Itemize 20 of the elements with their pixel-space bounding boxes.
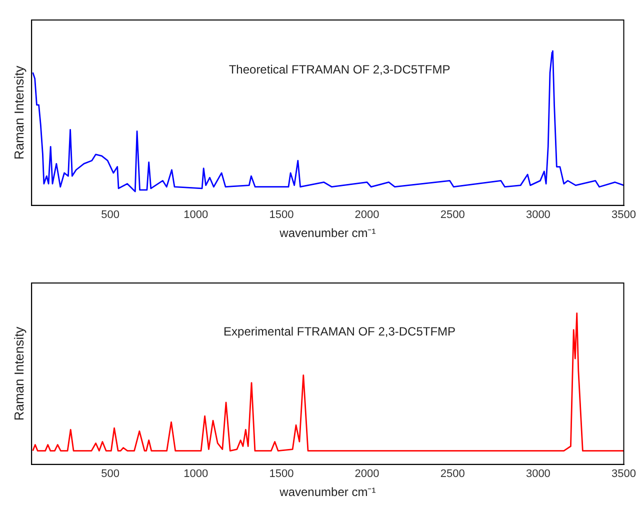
x-axis-title: wavenumber cm⁻¹ [278,226,376,240]
y-axis-title: Raman Intensity [11,65,26,160]
x-tick-label: 1500 [269,468,294,480]
x-tick-label: 2500 [440,209,465,222]
text: Experimental FTRAMAN OF 2,3-DC5TFMP [224,324,456,338]
x-axis-title: wavenumber cm⁻¹ [278,485,376,500]
x-tick-label: 1000 [184,209,208,222]
x-tick-label: 1500 [269,209,294,222]
x-tick-label: 2000 [354,209,380,222]
x-tick-label: 3000 [526,209,550,222]
x-tick-label: 3000 [526,468,550,480]
x-tick-label: 3500 [612,468,636,480]
x-tick-label: 3500 [612,209,636,222]
text: Theoretical FTRAMAN OF 2,3-DC5TFMP [228,62,450,76]
x-tick-label: 2000 [354,468,380,480]
x-tick-label: 2500 [440,468,465,480]
x-tick-label: 1000 [184,468,208,480]
x-tick-label: 500 [101,209,120,222]
y-axis-title: Raman Intensity [11,326,26,421]
x-tick-label: 500 [101,468,120,480]
